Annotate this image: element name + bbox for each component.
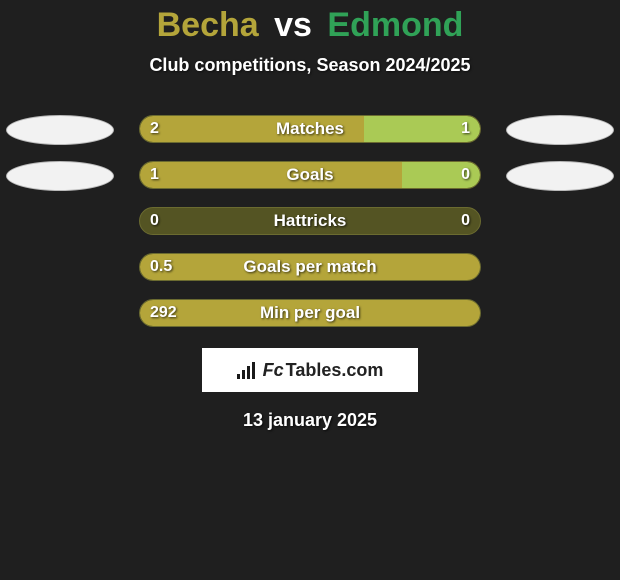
brand-rest: Tables.com — [286, 360, 384, 381]
stats-container: 21Matches10Goals00Hattricks0.5Goals per … — [0, 112, 620, 332]
stat-bar-track: 292Min per goal — [139, 299, 481, 327]
stat-value-left: 292 — [150, 300, 177, 326]
stat-row: 10Goals — [0, 158, 620, 194]
stat-value-left: 2 — [150, 116, 159, 142]
stat-bar-track: 0.5Goals per match — [139, 253, 481, 281]
player2-name: Edmond — [327, 6, 463, 44]
stat-bar-track: 10Goals — [139, 161, 481, 189]
player1-name: Becha — [157, 6, 259, 44]
stat-label: Hattricks — [140, 208, 480, 234]
stat-value-right: 1 — [461, 116, 470, 142]
stat-bar-track: 21Matches — [139, 115, 481, 143]
vs-text: vs — [274, 6, 312, 44]
stat-value-left: 0 — [150, 208, 159, 234]
title-row: Becha vs Edmond — [0, 0, 620, 45]
stat-bar-left — [140, 300, 480, 326]
subtitle: Club competitions, Season 2024/2025 — [0, 55, 620, 76]
stat-value-left: 1 — [150, 162, 159, 188]
brand-badge: Fc Tables.com — [202, 348, 418, 392]
stat-bar-left — [140, 254, 480, 280]
stat-row: 0 0Hattricks — [0, 204, 620, 240]
stat-value-right: 0 — [461, 208, 470, 234]
stat-bar-left — [140, 116, 364, 142]
stat-bar-track: 0 0Hattricks — [139, 207, 481, 235]
brand-prefix: Fc — [263, 360, 284, 381]
stat-bar-left — [140, 162, 402, 188]
player1-badge-placeholder — [6, 161, 114, 191]
date-text: 13 january 2025 — [0, 410, 620, 431]
player2-badge-placeholder — [506, 161, 614, 191]
stat-value-left: 0.5 — [150, 254, 172, 280]
stat-value-right: 0 — [461, 162, 470, 188]
brand-bars-icon — [237, 361, 257, 379]
player2-badge-placeholder — [506, 115, 614, 145]
stat-row: 0.5Goals per match — [0, 250, 620, 286]
stat-row: 21Matches — [0, 112, 620, 148]
stat-row: 292Min per goal — [0, 296, 620, 332]
player1-badge-placeholder — [6, 115, 114, 145]
